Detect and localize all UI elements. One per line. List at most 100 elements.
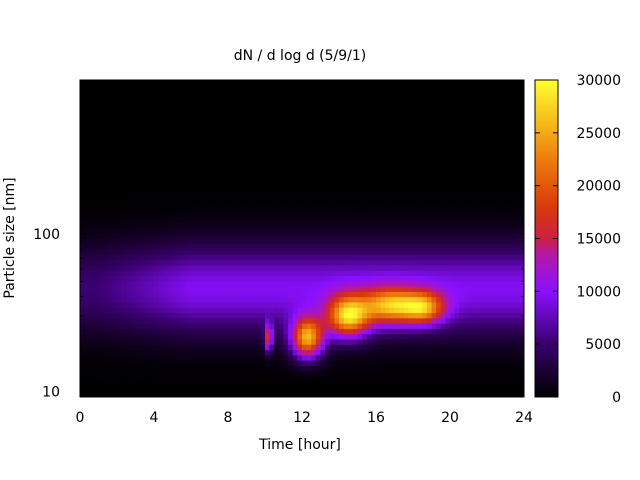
- heatmap-cell: [357, 333, 363, 340]
- heatmap-cell: [394, 111, 400, 118]
- heatmap-cell: [112, 365, 118, 372]
- heatmap-cell: [260, 354, 266, 361]
- heatmap-cell: [371, 111, 377, 118]
- heatmap-cell: [93, 307, 100, 314]
- heatmap-cell: [200, 381, 206, 388]
- heatmap-cell: [348, 323, 354, 329]
- heatmap-cell: [302, 296, 308, 303]
- heatmap-cell: [223, 80, 229, 86]
- heatmap-cell: [269, 349, 275, 356]
- heatmap-cell: [195, 175, 201, 181]
- heatmap-cell: [371, 122, 377, 129]
- heatmap-cell: [260, 286, 266, 292]
- heatmap-cell: [380, 159, 386, 166]
- heatmap-cell: [329, 116, 335, 123]
- heatmap-cell: [403, 360, 409, 366]
- heatmap-cell: [426, 365, 433, 372]
- heatmap-cell: [413, 349, 419, 356]
- heatmap-cell: [463, 317, 470, 324]
- heatmap-cell: [274, 238, 280, 245]
- heatmap-cell: [135, 233, 141, 240]
- heatmap-cell: [459, 148, 465, 155]
- heatmap-cell: [172, 381, 178, 388]
- heatmap-cell: [130, 312, 137, 319]
- heatmap-cell: [218, 375, 224, 382]
- heatmap-cell: [302, 185, 308, 192]
- heatmap-cell: [98, 185, 104, 192]
- heatmap-cell: [163, 280, 169, 287]
- heatmap-cell: [186, 381, 192, 388]
- heatmap-cell: [292, 291, 298, 298]
- heatmap-cell: [302, 201, 308, 208]
- heatmap-cell: [246, 122, 252, 129]
- heatmap-cell: [417, 296, 423, 303]
- heatmap-cell: [315, 159, 322, 166]
- heatmap-cell: [223, 270, 229, 277]
- heatmap-cell: [260, 222, 266, 229]
- heatmap-cell: [117, 365, 123, 372]
- heatmap-cell: [376, 312, 382, 319]
- heatmap-cell: [232, 85, 238, 92]
- heatmap-cell: [135, 344, 141, 351]
- heatmap-cell: [214, 344, 220, 351]
- heatmap-cell: [329, 344, 335, 351]
- heatmap-cell: [260, 365, 266, 372]
- heatmap-cell: [436, 180, 442, 187]
- heatmap-cell: [352, 391, 359, 397]
- heatmap-cell: [265, 296, 271, 303]
- heatmap-cell: [399, 365, 405, 372]
- heatmap-cell: [274, 222, 280, 229]
- heatmap-cell: [214, 122, 220, 129]
- heatmap-cell: [149, 127, 155, 134]
- heatmap-cell: [362, 344, 368, 351]
- heatmap-cell: [403, 307, 409, 314]
- heatmap-cell: [269, 190, 275, 197]
- heatmap-cell: [255, 286, 261, 292]
- heatmap-cell: [103, 143, 109, 150]
- heatmap-cell: [348, 233, 354, 240]
- heatmap-cell: [450, 254, 456, 261]
- heatmap-cell: [399, 148, 405, 155]
- heatmap-cell: [334, 328, 340, 335]
- heatmap-cell: [440, 122, 446, 129]
- heatmap-cell: [334, 138, 340, 144]
- heatmap-cell: [389, 116, 396, 123]
- heatmap-cell: [450, 206, 456, 213]
- heatmap-cell: [399, 122, 405, 129]
- heatmap-cell: [376, 333, 382, 340]
- heatmap-cell: [191, 375, 197, 382]
- heatmap-cell: [283, 180, 289, 187]
- heatmap-cell: [121, 175, 127, 181]
- heatmap-cell: [431, 296, 437, 303]
- heatmap-cell: [172, 217, 178, 224]
- heatmap-cell: [436, 338, 442, 345]
- heatmap-cell: [417, 270, 423, 277]
- heatmap-cell: [297, 132, 303, 139]
- heatmap-cell: [463, 338, 470, 345]
- heatmap-cell: [292, 264, 298, 271]
- heatmap-cell: [117, 132, 123, 139]
- heatmap-cell: [121, 317, 127, 324]
- heatmap-cell: [376, 370, 382, 377]
- heatmap-cell: [450, 196, 456, 203]
- heatmap-cell: [195, 270, 201, 277]
- heatmap-cell: [440, 85, 446, 92]
- heatmap-cell: [84, 286, 90, 292]
- heatmap-cell: [394, 101, 400, 108]
- heatmap-cell: [389, 338, 396, 345]
- heatmap-cell: [107, 143, 113, 150]
- heatmap-cell: [399, 280, 405, 287]
- heatmap-cell: [140, 80, 146, 86]
- heatmap-cell: [302, 370, 308, 377]
- heatmap-cell: [154, 264, 160, 271]
- heatmap-cell: [352, 381, 359, 388]
- heatmap-cell: [223, 132, 229, 139]
- heatmap-cell: [158, 338, 164, 345]
- heatmap-cell: [440, 111, 446, 118]
- heatmap-cell: [399, 190, 405, 197]
- heatmap-cell: [140, 323, 146, 329]
- heatmap-cell: [112, 286, 118, 292]
- heatmap-cell: [357, 106, 363, 113]
- heatmap-cell: [339, 370, 345, 377]
- heatmap-cell: [302, 127, 308, 134]
